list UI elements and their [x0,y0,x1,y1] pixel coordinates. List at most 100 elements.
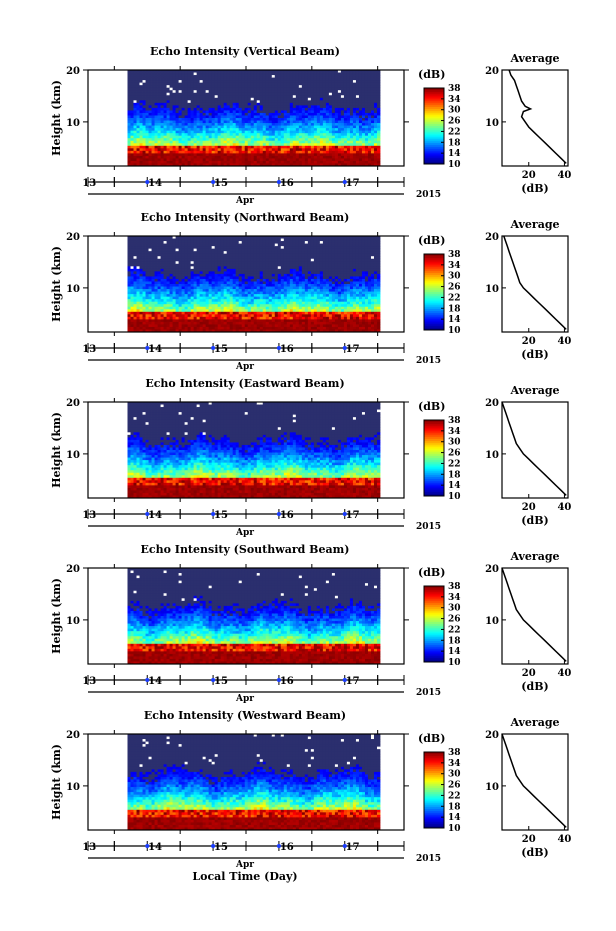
heatmap-cell [139,97,143,101]
heatmap-cell [148,135,152,139]
heatmap-cell [283,82,288,86]
heatmap-cell [367,80,372,84]
heatmap-cell [145,155,149,159]
heatmap-cell [346,163,351,167]
heatmap-cell [133,321,137,325]
heatmap-cell [202,273,207,277]
heatmap-cell [238,314,243,318]
heatmap-cell [298,130,303,134]
heatmap-cell [208,271,213,275]
heatmap-cell [130,271,134,275]
heatmap-cell [217,306,222,310]
heatmap-cell [199,87,204,91]
heatmap-cell [256,135,261,139]
heatmap-cell [136,301,140,305]
heatmap-cell [244,248,249,252]
heatmap-cell [142,87,146,91]
heatmap-cell [289,155,294,159]
heatmap-cell [241,107,246,111]
heatmap-cell [331,107,336,111]
heatmap-cell [229,241,234,244]
colorbar-swatch [424,108,444,112]
heatmap-cell [241,286,246,290]
heatmap-cell [142,115,146,119]
heatmap-cell [223,304,228,308]
heatmap-cell [199,321,204,325]
heatmap-cell [139,153,143,157]
heatmap-cell [139,324,143,328]
heatmap-cell [202,326,207,330]
heatmap-cell [349,135,354,139]
heatmap-cell [232,130,237,134]
heatmap-cell [232,105,237,109]
heatmap-cell [298,100,303,104]
heatmap-cell [175,241,180,244]
heatmap-cell [229,133,234,137]
heatmap-cell [127,271,131,275]
heatmap-cell [205,80,210,84]
heatmap-cell [304,118,309,121]
heatmap-cell [241,100,246,104]
heatmap-cell [208,299,213,303]
heatmap-cell [172,326,176,330]
heatmap-cell [178,150,183,154]
heatmap-cell [157,112,161,116]
heatmap-cell [217,70,222,73]
heatmap-cell [202,130,207,134]
heatmap-cell [199,90,204,94]
heatmap-cell [358,97,363,101]
heatmap-cell [361,158,366,162]
heatmap-cell [298,128,303,132]
heatmap-cell [364,95,369,99]
heatmap-cell [289,90,294,94]
heatmap-cell [292,120,297,124]
heatmap-cell [139,92,143,96]
heatmap-cell [256,324,261,328]
heatmap-cell [262,140,267,144]
heatmap-cell [217,276,222,280]
heatmap-cell [226,120,231,124]
heatmap-cell [220,112,225,116]
heatmap-cell [208,278,213,282]
heatmap-cell [367,163,372,167]
heatmap-cell [181,105,186,109]
heatmap-cell [259,70,264,73]
heatmap-cell [259,253,264,257]
heatmap-cell [286,77,291,81]
heatmap-cell [331,97,336,101]
heatmap-cell [298,123,303,126]
heatmap-cell [175,284,180,287]
heatmap-cell [328,153,333,157]
heatmap-cell [247,80,252,84]
heatmap-cell [142,123,146,126]
heatmap-cell [370,155,375,159]
heatmap-cell [334,143,339,147]
heatmap-cell [286,100,291,104]
heatmap-cell [238,120,243,124]
heatmap-cell [247,273,252,277]
heatmap-cell [136,155,140,159]
heatmap-cell [139,256,143,260]
heatmap-cell [244,329,249,333]
heatmap-cell [274,145,279,149]
heatmap-cell [172,70,176,73]
heatmap-cell [289,92,294,96]
heatmap-cell [325,95,330,99]
heatmap-cell [172,281,176,285]
heatmap-cell [259,130,264,134]
heatmap-cell [229,115,234,119]
heatmap-cell [355,120,360,124]
heatmap-cell [358,135,363,139]
heatmap-cell [181,92,186,96]
heatmap-cell [178,238,183,242]
heatmap-cell [163,273,167,277]
heatmap-cell [175,153,180,157]
heatmap-cell [265,75,270,78]
heatmap-cell [199,306,204,310]
heatmap-cell [157,87,161,91]
heatmap-cell [223,82,228,86]
heatmap-cell [193,80,198,84]
heatmap-cell [136,321,140,325]
heatmap-cell [163,85,167,89]
heatmap-cell [133,135,137,139]
